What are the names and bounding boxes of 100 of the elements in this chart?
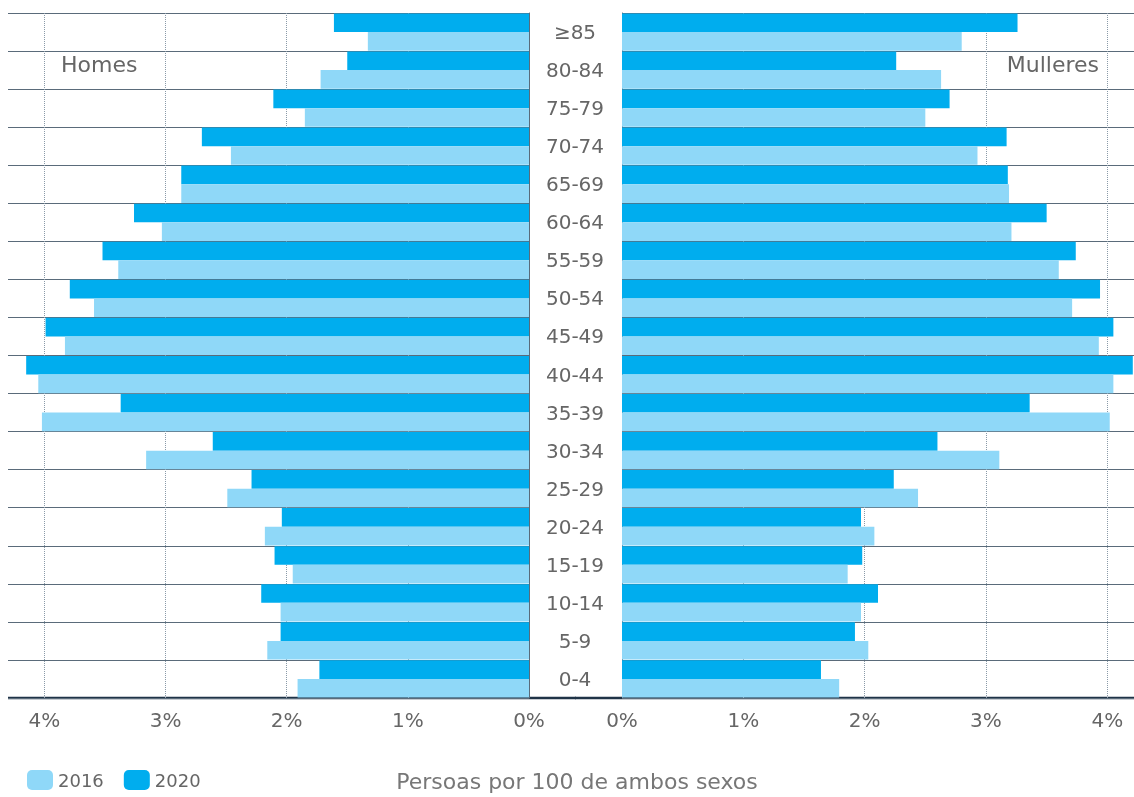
bar — [622, 89, 950, 109]
bar — [181, 184, 529, 203]
bar — [622, 222, 1012, 241]
bar — [120, 393, 529, 413]
bar — [622, 260, 1059, 280]
bar — [622, 32, 962, 51]
bar — [622, 470, 894, 489]
y-tick-label: 5-9 — [558, 628, 592, 653]
x-tick-label: 1% — [727, 708, 760, 732]
y-tick-label: 35-39 — [545, 400, 605, 425]
x-tick-label: 2% — [270, 708, 303, 732]
bar — [267, 640, 529, 660]
y-tick-label: 55-59 — [545, 248, 605, 273]
x-tick-label: 3% — [149, 708, 182, 732]
y-tick-label: 0-4 — [558, 666, 592, 691]
y-tick-label: ≥85 — [553, 20, 597, 45]
bar — [622, 317, 1114, 337]
bar — [367, 32, 529, 51]
bar — [622, 51, 897, 71]
bar — [274, 546, 529, 565]
bar — [622, 678, 840, 698]
bar — [264, 526, 529, 546]
x-tick-label: 0% — [606, 708, 638, 732]
y-tick-label: 65-69 — [545, 172, 605, 197]
bar — [622, 241, 1076, 261]
bar — [304, 108, 529, 127]
x-tick-label: 4% — [28, 708, 61, 732]
text: Homes — [61, 51, 138, 77]
bar — [292, 564, 529, 584]
bar — [622, 374, 1114, 394]
bar — [622, 602, 862, 622]
bar — [134, 203, 529, 223]
bar — [26, 355, 529, 375]
bar — [622, 13, 1018, 33]
bar — [622, 165, 1008, 185]
bar — [251, 470, 529, 489]
bar — [212, 431, 529, 451]
y-tick-label: 15-19 — [545, 552, 605, 577]
bar — [622, 355, 1133, 375]
bar — [227, 488, 529, 508]
bar — [281, 508, 529, 527]
bar — [319, 660, 529, 679]
bar — [146, 450, 529, 470]
x-tick-label: 2% — [848, 708, 881, 732]
bar — [622, 640, 869, 660]
y-tick-label: 80-84 — [545, 58, 605, 83]
y-tick-label: 30-34 — [545, 438, 605, 463]
bar — [622, 450, 1000, 470]
y-tick-label: 25-29 — [545, 476, 605, 501]
x-axis-title: Persoas por 100 de ambos sexos — [396, 768, 758, 794]
bar — [280, 602, 529, 622]
bar — [181, 165, 529, 185]
bar — [622, 431, 938, 451]
bar — [622, 70, 942, 89]
y-tick-label: 60-64 — [545, 210, 605, 235]
bar — [622, 546, 863, 565]
x-tick-label: 0% — [513, 708, 545, 732]
bar — [622, 203, 1047, 223]
bar — [333, 13, 529, 33]
legend-label: 2020 — [154, 769, 201, 791]
legend-label: 2016 — [58, 769, 104, 791]
bar — [622, 622, 855, 641]
x-tick-label: 1% — [391, 708, 424, 732]
bar — [622, 146, 978, 165]
bar — [69, 279, 529, 299]
bar — [622, 412, 1110, 432]
y-tick-label: 70-74 — [545, 134, 605, 159]
bar — [261, 584, 529, 603]
bar — [45, 317, 529, 337]
y-tick-label: 45-49 — [545, 324, 605, 349]
bar — [320, 70, 529, 89]
bar — [622, 488, 919, 508]
y-tick-label: 75-79 — [545, 96, 605, 121]
y-tick-label: 10-14 — [545, 590, 605, 615]
bar — [41, 412, 529, 432]
y-tick-label: 40-44 — [545, 362, 605, 387]
bar — [273, 89, 529, 109]
bar — [622, 279, 1101, 299]
bar — [161, 222, 529, 241]
bar — [622, 184, 1010, 203]
x-tick-label: 4% — [1091, 708, 1124, 732]
bar — [622, 298, 1073, 318]
bar — [622, 127, 1007, 147]
bar — [622, 660, 821, 679]
bar — [102, 241, 529, 261]
bar — [201, 127, 529, 147]
bar — [622, 108, 926, 127]
bar — [622, 336, 1099, 356]
bar — [94, 298, 529, 318]
bar — [297, 678, 529, 698]
bar — [38, 374, 529, 394]
bar — [280, 622, 529, 641]
bar — [622, 508, 862, 527]
text: Mulleres — [1006, 51, 1100, 77]
bar — [622, 564, 848, 584]
x-tick-label: 3% — [970, 708, 1002, 732]
bar — [64, 336, 529, 356]
bar — [622, 393, 1030, 413]
bar — [622, 584, 878, 603]
bar — [230, 146, 529, 165]
